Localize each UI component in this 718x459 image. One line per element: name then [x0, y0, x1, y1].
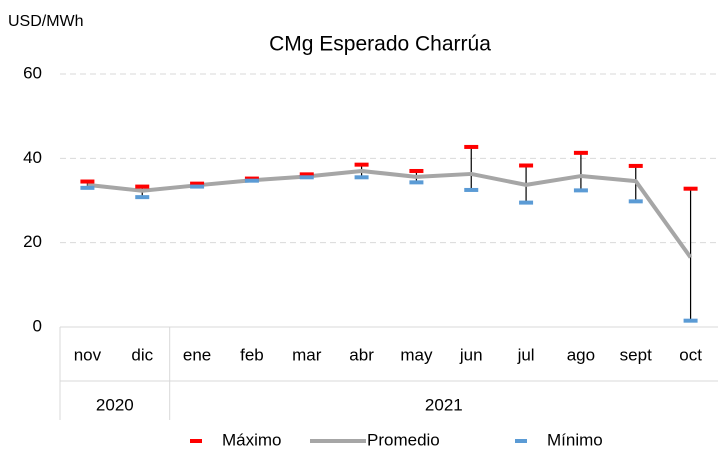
x-tick-label: oct — [679, 345, 702, 364]
x-group-label: 2020 — [96, 395, 134, 414]
series-line — [87, 168, 693, 259]
x-tick-label: feb — [240, 345, 264, 364]
legend-label: Máximo — [222, 430, 282, 449]
x-group-label: 2021 — [425, 395, 463, 414]
x-tick-label: jul — [517, 345, 535, 364]
legend-label: Promedio — [367, 430, 440, 449]
x-tick-label: sept — [620, 345, 652, 364]
y-tick-label: 20 — [23, 232, 42, 251]
legend-label: Mínimo — [547, 430, 603, 449]
x-tick-label: ago — [567, 345, 595, 364]
x-tick-label: abr — [349, 345, 374, 364]
chart-title: CMg Esperado Charrúa — [269, 33, 491, 56]
x-tick-label: may — [400, 345, 433, 364]
y-tick-label: 0 — [33, 316, 42, 335]
x-tick-label: dic — [131, 345, 153, 364]
y-tick-label: 40 — [23, 148, 42, 167]
y-axis-label: USD/MWh — [8, 13, 84, 30]
x-tick-label: ene — [183, 345, 211, 364]
y-tick-label: 60 — [23, 63, 42, 82]
x-tick-label: mar — [292, 345, 322, 364]
x-tick-label: jun — [459, 345, 483, 364]
x-tick-label: nov — [74, 345, 102, 364]
